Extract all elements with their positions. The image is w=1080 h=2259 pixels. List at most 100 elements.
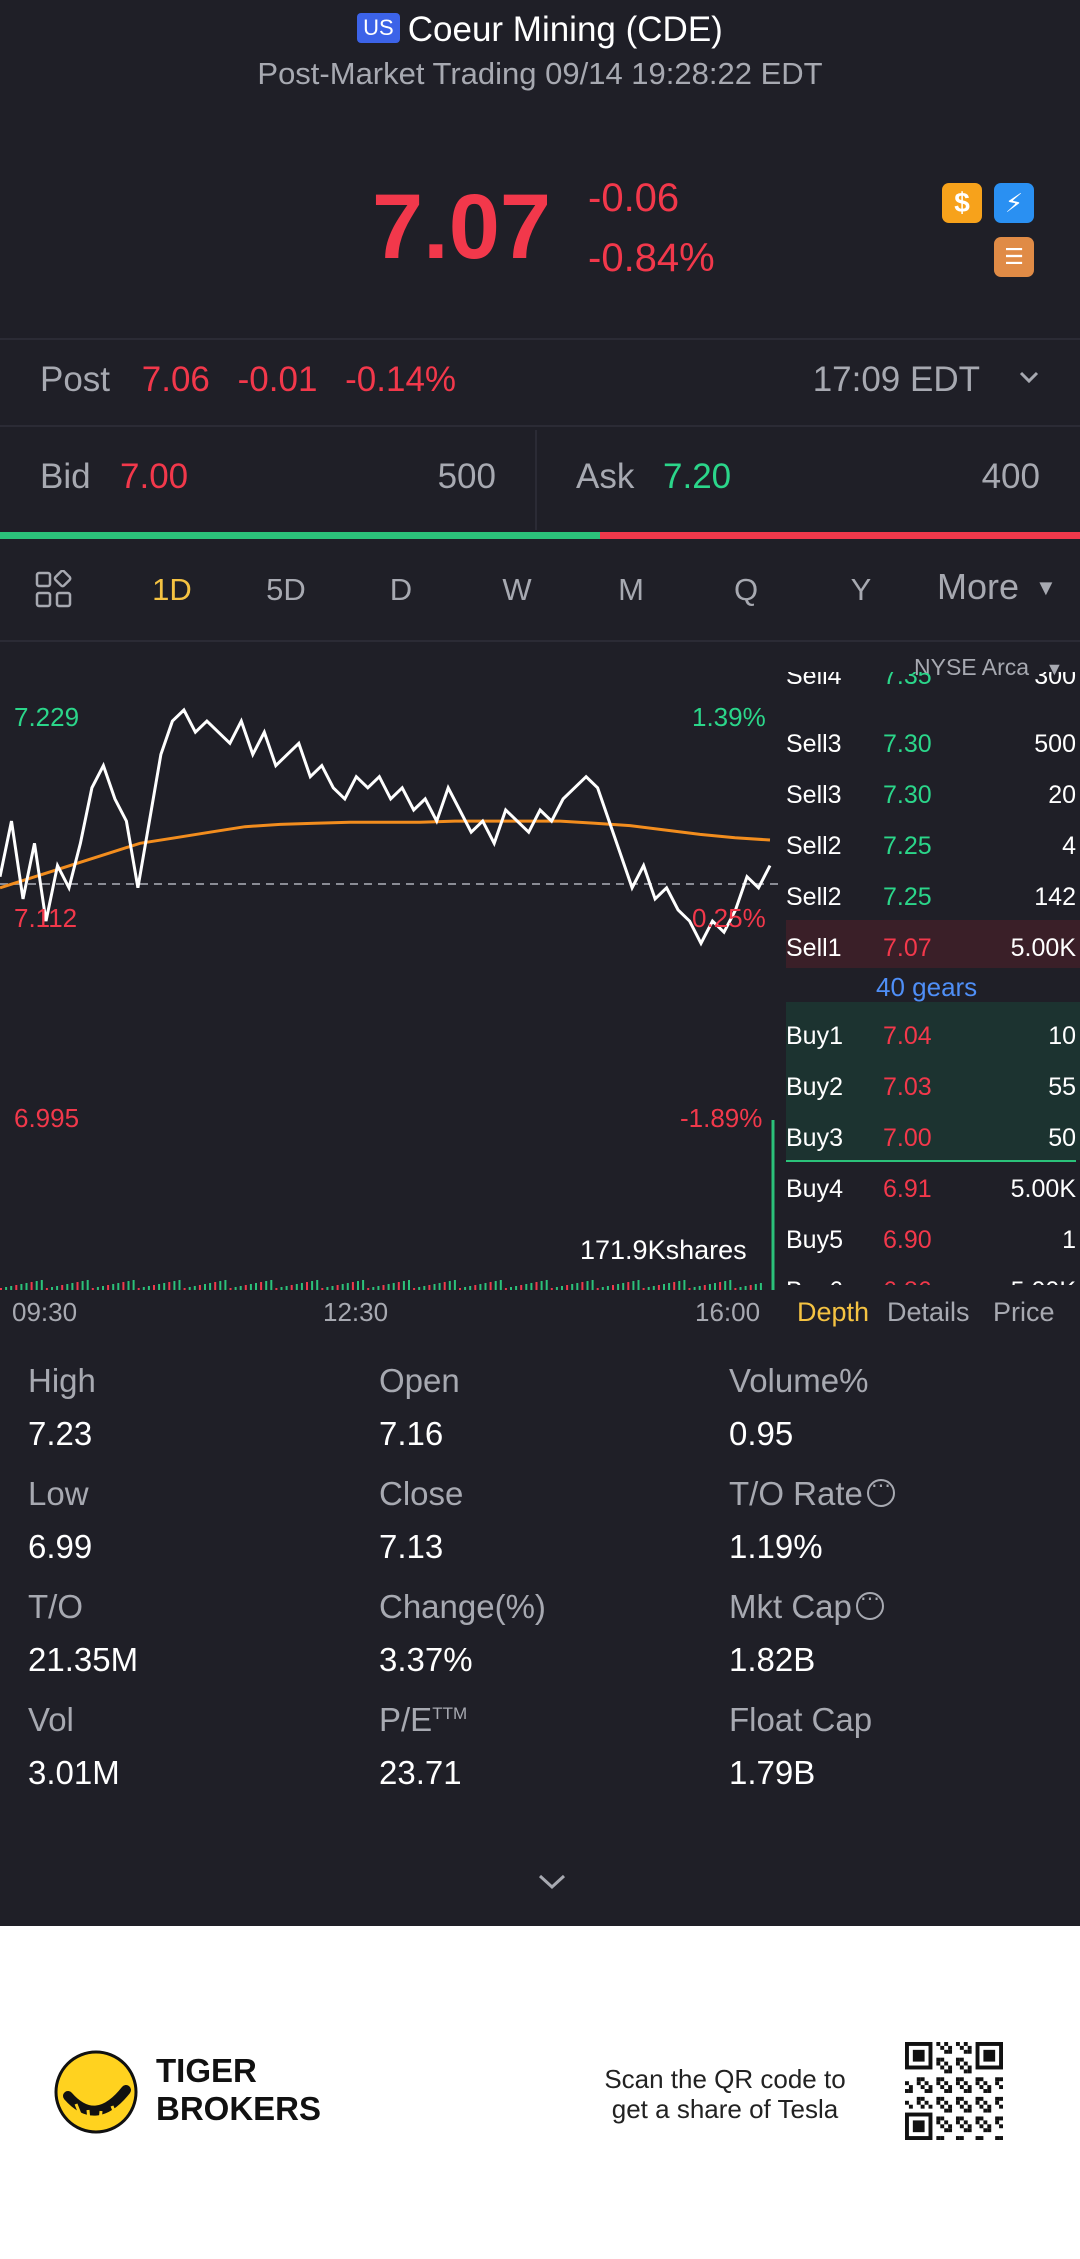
info-icon[interactable] <box>855 1586 884 1621</box>
volume-bar <box>81 1281 84 1290</box>
volume-bar <box>693 1287 696 1290</box>
bid-price: 7.00 <box>120 457 189 496</box>
volume-bar <box>632 1281 635 1290</box>
volume-bar <box>668 1283 671 1290</box>
volume-bars <box>0 1280 762 1290</box>
volume-bar <box>20 1284 23 1290</box>
divider <box>0 640 1080 642</box>
volume-bar <box>163 1283 166 1290</box>
volume-bar <box>433 1284 436 1290</box>
volume-bar <box>489 1282 492 1290</box>
volume-bar <box>504 1288 507 1290</box>
tab-q[interactable]: Q <box>733 572 759 607</box>
volume-bar <box>362 1280 365 1290</box>
stat-label: Float Cap <box>729 1701 873 1738</box>
bid-label: Bid <box>40 457 91 496</box>
volume-bar <box>576 1283 579 1290</box>
stat-value: 1.19% <box>729 1528 823 1565</box>
ask-strength-bar <box>600 532 1080 539</box>
chevron-down-icon[interactable] <box>1018 366 1040 388</box>
volume-bar <box>265 1281 268 1290</box>
stat-value: 7.23 <box>28 1415 93 1452</box>
stat-value: 7.16 <box>379 1415 444 1452</box>
tab-1d[interactable]: 1D <box>152 572 192 607</box>
volume-bar <box>729 1280 732 1290</box>
tab-details[interactable]: Details <box>887 1297 970 1327</box>
x-label-close: 16:00 <box>695 1297 761 1327</box>
volume-bar <box>545 1280 548 1290</box>
divider <box>0 338 1080 340</box>
volume-bar <box>122 1282 125 1290</box>
tab-depth[interactable]: Depth <box>797 1297 870 1327</box>
volume-bar <box>306 1282 308 1290</box>
tab-m[interactable]: M <box>618 572 644 607</box>
volume-bar <box>479 1284 482 1290</box>
volume-bar <box>351 1282 354 1290</box>
orderbook-row: Buy2 7.03 55 <box>786 1073 1076 1101</box>
volume-bar <box>86 1280 89 1290</box>
stat-label: T/O Rate <box>729 1475 863 1512</box>
volume-bar <box>387 1284 390 1290</box>
volume-bar <box>244 1285 247 1290</box>
volume-bar <box>219 1281 222 1290</box>
volume-bar <box>35 1281 38 1290</box>
volume-bar <box>402 1281 405 1290</box>
stat-value: 1.82B <box>729 1641 816 1678</box>
tab-5d[interactable]: 5D <box>266 572 306 607</box>
grid-icon[interactable] <box>34 570 74 610</box>
stat-label: Low <box>28 1475 89 1512</box>
layers-icon[interactable]: ☰ <box>994 237 1034 277</box>
post-change-percent: -0.14% <box>345 360 457 399</box>
orderbook-row: Buy1 7.04 10 <box>786 1022 1076 1050</box>
tab-price[interactable]: Price <box>993 1297 1055 1327</box>
stat-value: 3.01M <box>28 1754 120 1791</box>
info-icon[interactable] <box>866 1473 895 1508</box>
exchange-selector[interactable]: NYSE Arca ▼ <box>914 654 1063 681</box>
volume-bar <box>734 1288 737 1290</box>
volume-bar <box>459 1288 461 1290</box>
tab-y[interactable]: Y <box>850 572 872 607</box>
tab-more[interactable]: More ▼ <box>937 566 1057 608</box>
intraday-chart[interactable] <box>0 650 780 1300</box>
tab-w[interactable]: W <box>502 572 532 607</box>
stat-item: P/ETTM <box>379 1701 467 1739</box>
volume-bar <box>525 1284 528 1290</box>
footer-banner <box>0 1926 1080 2259</box>
volume-bar <box>678 1281 681 1290</box>
post-market-row[interactable]: Post 7.06 -0.01 -0.14% <box>40 360 456 400</box>
volume-bar <box>295 1284 298 1290</box>
volume-bar <box>698 1286 701 1290</box>
volume-bar <box>530 1283 533 1290</box>
volume-bar <box>397 1282 400 1290</box>
volume-bar <box>239 1286 242 1290</box>
dollar-icon[interactable]: $ <box>942 183 982 223</box>
volume-bar <box>147 1286 150 1290</box>
volume-bar <box>15 1285 18 1290</box>
gears-selector[interactable]: 40 gears <box>876 972 978 1002</box>
flash-level1-icon[interactable]: ⚡ <box>994 183 1034 223</box>
stat-value: 7.13 <box>379 1528 444 1565</box>
volume-bar <box>275 1288 278 1290</box>
post-label: Post <box>40 360 111 399</box>
orderbook-row: Sell4 7.35 300 <box>786 672 1076 690</box>
qr-caption: Scan the QR code to get a share of Tesla <box>604 2064 846 2124</box>
volume-bar <box>453 1280 456 1290</box>
volume-bar <box>51 1287 53 1290</box>
volume-bar <box>229 1288 232 1290</box>
volume-bar <box>336 1285 339 1290</box>
volume-bar <box>0 1288 2 1290</box>
orderbook-row: Buy3 7.00 50 <box>786 1124 1076 1152</box>
volume-bar <box>357 1281 359 1290</box>
tab-d[interactable]: D <box>389 572 413 607</box>
volume-bar <box>56 1286 59 1290</box>
volume-bar <box>224 1280 227 1290</box>
volume-bar <box>642 1288 645 1290</box>
expand-chevron-icon[interactable] <box>532 1870 572 1894</box>
volume-bar <box>61 1285 64 1290</box>
volume-bar <box>535 1282 538 1290</box>
volume-bar <box>413 1288 416 1290</box>
volume-bar <box>392 1283 395 1290</box>
volume-bar <box>443 1282 446 1290</box>
volume-bar <box>326 1287 329 1290</box>
volume-bar <box>739 1287 742 1290</box>
